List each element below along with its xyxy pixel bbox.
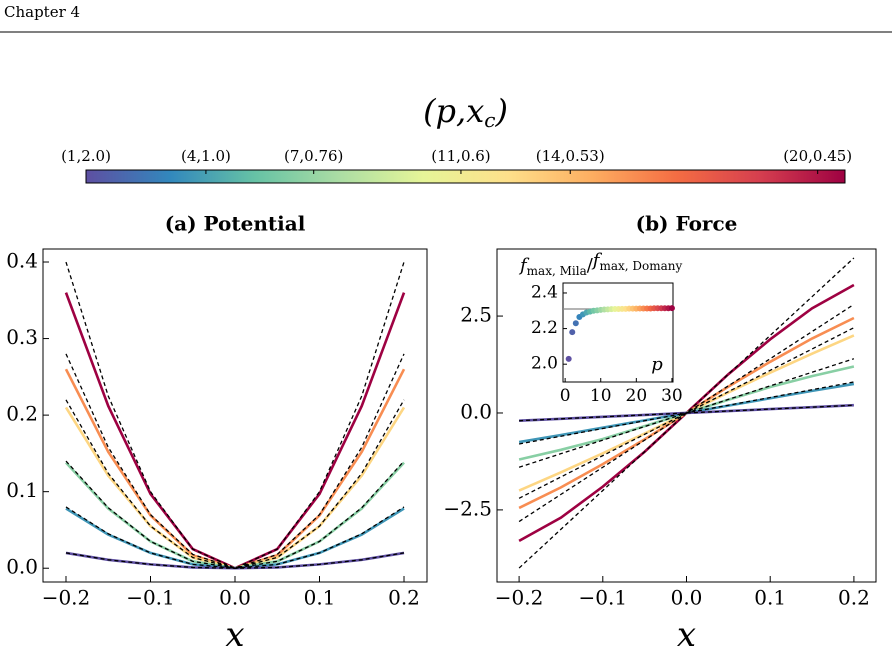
inset-x-label: p	[651, 354, 663, 375]
y-tick-label: 2.0	[531, 354, 558, 374]
plot-area	[43, 249, 427, 582]
chapter-header: Chapter 4	[4, 3, 80, 21]
reference-line	[65, 261, 405, 569]
y-tick-label: 0.2	[6, 402, 38, 426]
x-tick-label: 20	[626, 386, 648, 406]
colorbar-tick-label: (14,0.53)	[536, 147, 605, 165]
x-tick-label: 0.0	[671, 586, 703, 610]
x-tick-label: 0.2	[388, 586, 420, 610]
title-part: max, Mila	[527, 264, 587, 278]
plot-frame	[42, 248, 428, 583]
title-part: (p,x	[423, 92, 484, 130]
y-tick-label: 2.4	[531, 282, 558, 302]
data-point	[668, 305, 675, 312]
x-tick-label: 0.0	[219, 586, 251, 610]
y-tick-label: 2.2	[531, 318, 558, 338]
x-tick-label: 0	[560, 386, 571, 406]
reference-line	[518, 257, 855, 569]
y-tick-label: 0.1	[6, 478, 38, 502]
panel-title: (a) Potential	[165, 212, 306, 236]
data-point	[572, 320, 579, 327]
x-axis-label: x	[225, 615, 244, 655]
inset-area	[562, 282, 674, 383]
data-point	[569, 329, 576, 336]
colorbar-tick-label: (4,1.0)	[181, 147, 231, 165]
data-point	[565, 355, 572, 362]
y-tick-label: 2.5	[460, 303, 492, 327]
panel-title: (b) Force	[636, 212, 738, 236]
colorbar	[85, 169, 846, 184]
x-tick-label: 0.1	[754, 586, 786, 610]
colorbar-tick-label: (1,2.0)	[61, 147, 111, 165]
y-tick-label: 0.3	[6, 325, 38, 349]
x-tick-label: −0.1	[126, 586, 175, 610]
plot-frame	[496, 248, 877, 583]
title-part: max, Domany	[599, 259, 682, 273]
x-tick-label: −0.2	[495, 586, 544, 610]
y-tick-label: −2.5	[443, 496, 492, 520]
x-tick-label: 30	[661, 386, 683, 406]
colorbar-tick-label: (7,0.76)	[284, 147, 343, 165]
reference-line	[65, 552, 405, 569]
x-tick-label: 10	[590, 386, 612, 406]
x-tick-label: −0.2	[42, 586, 91, 610]
inset-title: fmax, Mila/fmax, Domany	[518, 250, 683, 278]
colorbar-tick-label: (20,0.45)	[783, 147, 852, 165]
x-tick-label: 0.2	[838, 586, 870, 610]
title-part: )	[494, 92, 507, 130]
x-axis-label: x	[677, 615, 696, 655]
title-part: c	[484, 108, 495, 132]
reference-line	[65, 353, 405, 569]
reference-line	[518, 381, 855, 445]
x-tick-label: −0.1	[579, 586, 628, 610]
colorbar-tick-label: (11,0.6)	[431, 147, 490, 165]
x-tick-label: 0.1	[304, 586, 336, 610]
title-part: /	[587, 255, 594, 276]
y-tick-label: 0.4	[6, 249, 38, 273]
y-tick-label: 0.0	[460, 399, 492, 423]
colorbar-title: (p,xc)	[423, 92, 508, 132]
y-tick-label: 0.0	[6, 555, 38, 579]
